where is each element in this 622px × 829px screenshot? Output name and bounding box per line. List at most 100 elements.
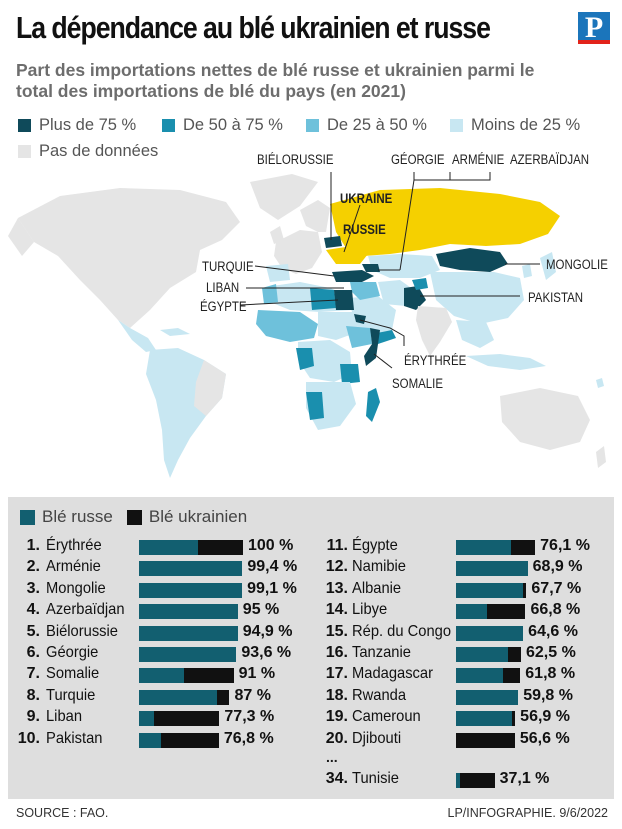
stacked-bar (139, 540, 243, 555)
legend-swatch (162, 119, 175, 132)
bar-segment-russe (456, 773, 461, 788)
stacked-bar (456, 540, 536, 555)
pakistan (404, 286, 426, 310)
country-name: Tunisie (352, 770, 399, 787)
rank-number: 6. (26, 644, 40, 661)
bar-segment-ukrainien (487, 604, 526, 620)
label-mongolie: MONGOLIE (546, 257, 608, 272)
legend-label: Pas de données (39, 142, 159, 160)
ranking-row: 11. Égypte 76,1 % (314, 537, 614, 558)
percentage-label: 99,1 % (247, 579, 297, 597)
country-name: Cameroun (352, 708, 421, 726)
percentage-label: 67,7 % (531, 579, 582, 597)
bar-segment-ukrainien (512, 711, 516, 727)
bar-segment-russe (456, 540, 512, 555)
stacked-bar (456, 711, 516, 727)
stacked-bar (139, 732, 219, 748)
percentage-label: 93,6 % (241, 644, 292, 661)
brand-logo: P (578, 12, 610, 44)
bar-segment-ukrainien (508, 647, 521, 662)
ellipsis: ... (326, 749, 338, 765)
madagascar (366, 388, 380, 422)
country-name: Tanzanie (352, 644, 411, 661)
stacked-bar (456, 561, 528, 577)
percentage-label: 56,6 % (519, 729, 570, 747)
label-liban: LIBAN (206, 280, 240, 295)
rank-number: 17. (325, 665, 348, 683)
percentage-label: 99,4 % (247, 558, 298, 576)
libya (310, 288, 336, 310)
country-name: Albanie (352, 579, 402, 597)
country-name: Turquie (46, 686, 96, 704)
bar-segment-russe (456, 561, 528, 577)
eritrea (354, 314, 366, 324)
bar-segment-russe (456, 604, 488, 620)
south-america-east (194, 360, 226, 416)
iberia (266, 264, 290, 282)
legend-swatch (18, 119, 31, 132)
china (430, 272, 524, 324)
stacked-bar (456, 689, 519, 705)
stacked-bar (456, 604, 526, 620)
ranking-row: 6. Géorgie 93,6 % (8, 644, 308, 665)
rank-number: 10. (17, 729, 40, 747)
ranking-row: 12. Namibie 68,9 % (314, 558, 614, 579)
bar-segment-ukrainien (456, 732, 515, 748)
ethiopia (346, 326, 372, 348)
country-name: Namibie (352, 558, 406, 576)
ranking-row: 17. Madagascar 61,8 % (314, 665, 614, 686)
country-name: Rép. du Congo (352, 622, 452, 640)
uk (270, 226, 284, 244)
ranking-row: 10. Pakistan 76,8 % (8, 730, 308, 751)
stacked-bar (139, 561, 243, 577)
morocco (262, 284, 278, 304)
label-pakistan: PAKISTAN (528, 290, 584, 305)
rank-number: 5. (26, 622, 40, 640)
legend-item: Plus de 75 % (18, 116, 136, 135)
ranking-panel: Blé russe Blé ukrainien 1. Érythrée 100 % 2… (8, 497, 614, 799)
caucasus (362, 264, 380, 272)
stacked-bar (139, 711, 220, 727)
legend-label: De 25 à 50 % (327, 116, 427, 134)
mongolia (436, 248, 508, 272)
north-america (18, 188, 240, 328)
legend-swatch (450, 119, 463, 132)
bar-segment-ukrainien (160, 732, 219, 748)
label-armenie: ARMÉNIE (452, 152, 505, 167)
bar-segment-russe (139, 604, 238, 620)
label-azerbaidjan: AZERBAÏDJAN (510, 152, 590, 167)
ranking-row: 5. Biélorussie 94,9 % (8, 623, 308, 644)
rank-number: 16. (325, 644, 348, 661)
caribbean (160, 328, 190, 336)
ranking-row: 20. Djibouti 56,6 % (314, 730, 614, 751)
stacked-bar (139, 625, 238, 641)
legend-item: Moins de 25 % (450, 116, 580, 135)
bar-segment-ukrainien (217, 689, 230, 705)
percentage-label: 91 % (238, 665, 276, 683)
stacked-bar (456, 582, 527, 598)
ranking-row: 15. Rép. du Congo 64,6 % (314, 623, 614, 644)
percentage-label: 94,9 % (242, 622, 293, 640)
ranking-row: 4. Azerbaïdjan 95 % (8, 601, 308, 622)
country-name: Azerbaïdjan (46, 601, 125, 619)
country-name: Madagascar (352, 665, 434, 683)
ranking-row: 18. Rwanda 59,8 % (314, 687, 614, 708)
bar-segment-russe (456, 647, 508, 662)
southeast-asia (456, 320, 494, 348)
afghanistan (412, 278, 428, 290)
pacific-islands (596, 378, 604, 388)
bar-segment-russe (456, 625, 524, 641)
scandinavia (300, 200, 330, 232)
stacked-bar (456, 732, 515, 748)
country-name: Liban (46, 708, 83, 726)
label-turquie: TURQUIE (202, 259, 254, 274)
percentage-label: 87 % (234, 686, 271, 704)
greenland (250, 174, 318, 220)
percentage-label: 76,8 % (223, 729, 274, 747)
ranking-row: 16. Tanzanie 62,5 % (314, 644, 614, 665)
percentage-label: 56,9 % (520, 708, 570, 726)
label-georgie: GÉORGIE (391, 152, 445, 167)
bar-segment-russe (139, 647, 237, 662)
ranking-row: 2. Arménie 99,4 % (8, 558, 308, 579)
congo (296, 348, 314, 370)
